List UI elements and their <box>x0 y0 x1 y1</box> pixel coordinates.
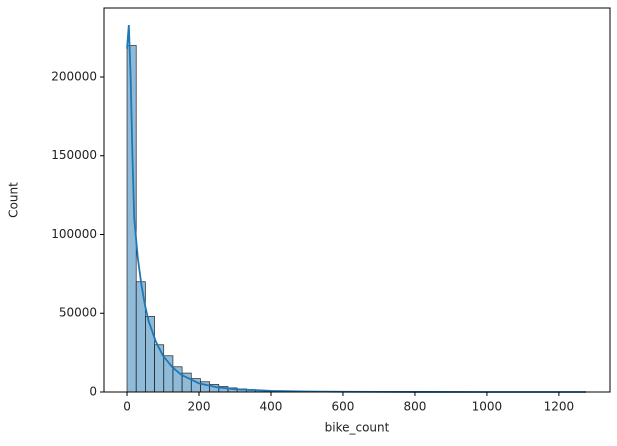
x-tick-label: 0 <box>123 400 131 414</box>
x-tick-label: 400 <box>260 400 283 414</box>
x-tick-label: 800 <box>403 400 426 414</box>
histogram-bar <box>154 344 165 393</box>
y-axis-label: Count <box>7 182 21 218</box>
y-tick-label: 50000 <box>59 306 97 320</box>
y-tick-label: 0 <box>89 385 97 399</box>
x-tick-label: 600 <box>332 400 355 414</box>
x-tick-label: 1000 <box>472 400 503 414</box>
x-tick-label: 200 <box>188 400 211 414</box>
x-tick-label: 1200 <box>544 400 575 414</box>
y-tick-label: 200000 <box>51 69 97 83</box>
x-axis-label: bike_count <box>325 421 390 435</box>
kde-line <box>126 24 586 393</box>
y-tick-label: 100000 <box>51 227 97 241</box>
y-tick-label: 150000 <box>51 148 97 162</box>
plot-frame <box>103 7 611 393</box>
histogram-bar <box>145 316 155 393</box>
